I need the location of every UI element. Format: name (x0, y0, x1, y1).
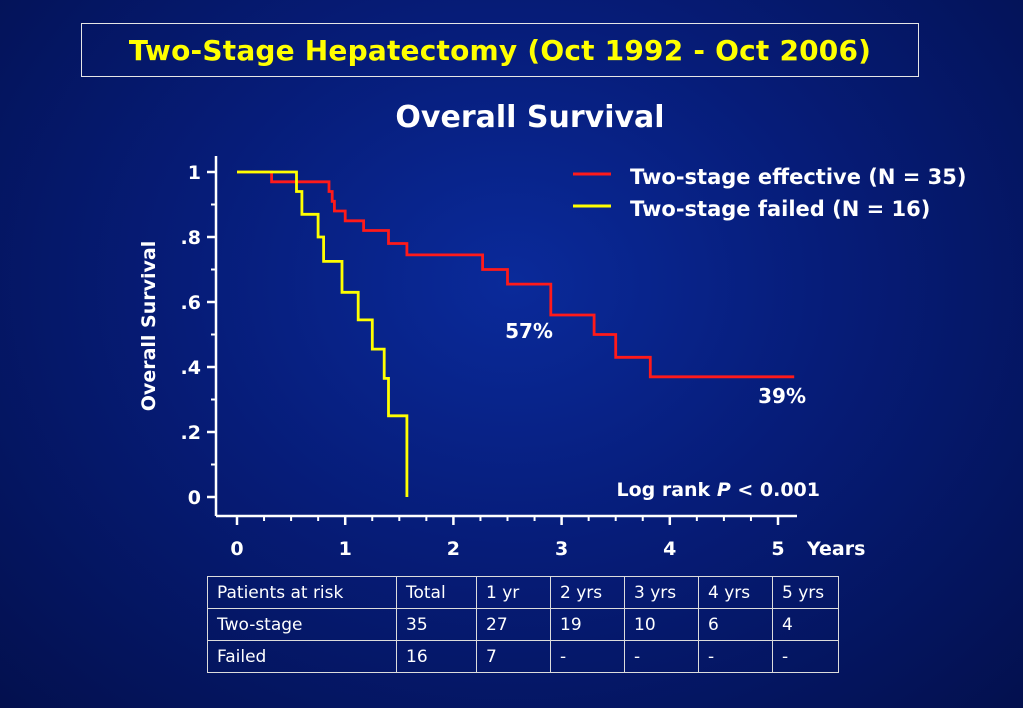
x-tick-label: 2 (447, 538, 460, 560)
table-cell: 16 (396, 640, 477, 673)
table-header-cell: 4 yrs (698, 576, 773, 609)
annotation-57-percent: 57% (505, 319, 553, 343)
table-cell: Two-stage (207, 608, 397, 641)
x-tick-label: 4 (663, 538, 676, 560)
y-axis-label: Overall Survival (138, 241, 160, 411)
patients-at-risk-table: Patients at risk Total 1 yr 2 yrs 3 yrs … (207, 576, 839, 673)
table-header-cell: 5 yrs (772, 576, 839, 609)
table-cell: - (550, 640, 625, 673)
table-cell: 7 (476, 640, 551, 673)
table-cell: Failed (207, 640, 397, 673)
y-tick-label: .2 (181, 422, 201, 444)
table-header-cell: Patients at risk (207, 576, 397, 609)
y-tick-label: 1 (188, 162, 201, 184)
table-row: Two-stage 35 27 19 10 6 4 (207, 608, 839, 641)
slide-title: Two-Stage Hepatectomy (Oct 1992 - Oct 20… (81, 23, 919, 77)
series-line-two-stage-failed (237, 170, 409, 497)
table-cell: 10 (624, 608, 699, 641)
table-cell: 4 (772, 608, 839, 641)
x-tick-label: 3 (555, 538, 568, 560)
table-cell: 35 (396, 608, 477, 641)
series-line-two-stage-effective (237, 170, 795, 379)
chart-title: Overall Survival (395, 100, 665, 135)
table-cell: 27 (476, 608, 551, 641)
table-row: Failed 16 7 - - - - (207, 640, 839, 673)
x-tick-label: 5 (771, 538, 784, 560)
table-header-row: Patients at risk Total 1 yr 2 yrs 3 yrs … (207, 576, 839, 609)
log-rank-annotation: Log rank P < 0.001 (616, 479, 820, 501)
table-header-cell: 1 yr (476, 576, 551, 609)
table-cell: - (772, 640, 839, 673)
x-tick-label: 1 (339, 538, 352, 560)
survival-chart: 1 .8 .6 .4 .2 0 0 1 2 3 4 5 Years Overall Survival Two… (138, 162, 967, 560)
y-tick-label: .4 (181, 357, 201, 379)
legend-label: Two-stage failed (N = 16) (630, 197, 930, 221)
table-header-cell: 3 yrs (624, 576, 699, 609)
x-tick-label: 0 (230, 538, 243, 560)
table-cell: 19 (550, 608, 625, 641)
x-axis-label: Years (806, 538, 865, 560)
table-cell: - (698, 640, 773, 673)
table-cell: - (624, 640, 699, 673)
table-cell: 6 (698, 608, 773, 641)
y-tick-label: .6 (181, 292, 201, 314)
table-header-cell: 2 yrs (550, 576, 625, 609)
table-header-cell: Total (396, 576, 477, 609)
annotation-39-percent: 39% (758, 384, 806, 408)
legend-label: Two-stage effective (N = 35) (630, 165, 967, 189)
y-tick-label: 0 (188, 487, 201, 509)
y-tick-label: .8 (181, 227, 201, 249)
